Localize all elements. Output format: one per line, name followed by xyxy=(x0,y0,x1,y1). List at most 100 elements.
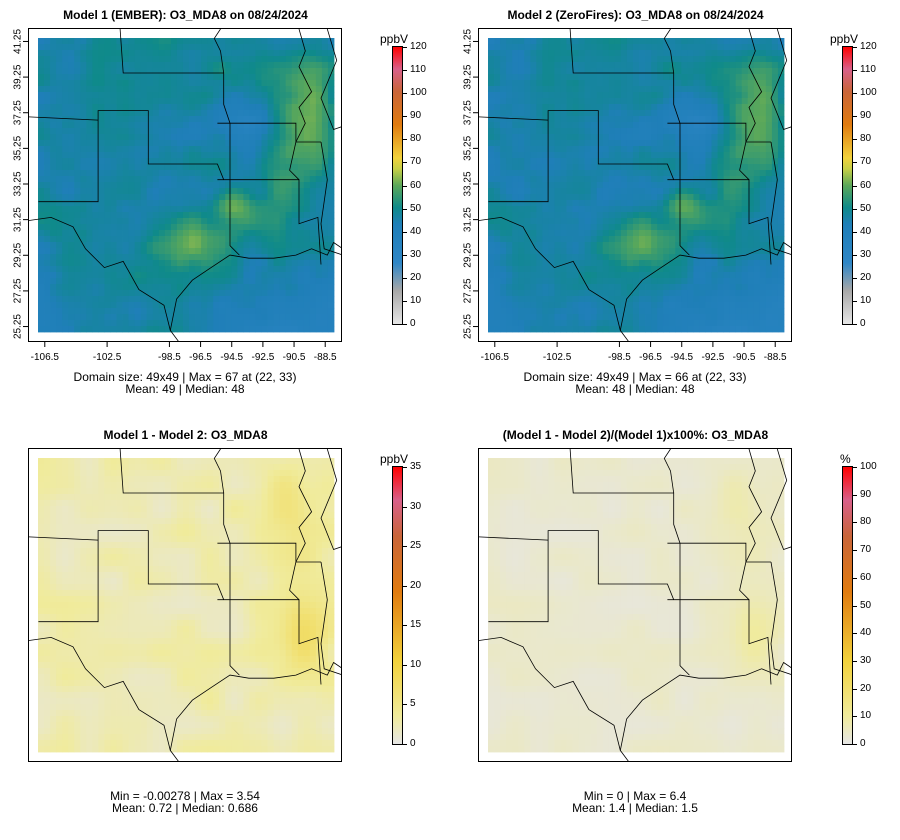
x-tick-label: -92.5 xyxy=(251,352,274,363)
heatmap-cell xyxy=(237,302,244,309)
heatmap-cell xyxy=(56,80,63,87)
heatmap-cell xyxy=(518,134,525,141)
heatmap-cell xyxy=(735,44,743,51)
heatmap-cell xyxy=(506,116,513,123)
heatmap-cell xyxy=(327,128,335,135)
heatmap-cell xyxy=(176,38,184,45)
heatmap-cell xyxy=(590,164,598,171)
heatmap-cell xyxy=(663,290,670,297)
heatmap-cell xyxy=(182,296,190,303)
heatmap-cell xyxy=(104,458,111,465)
heatmap-cell xyxy=(74,74,81,81)
heatmap-cell xyxy=(512,152,519,159)
heatmap-cell xyxy=(201,92,208,99)
heatmap-cell xyxy=(765,242,773,249)
heatmap-cell xyxy=(249,62,256,69)
heatmap-cell xyxy=(56,206,63,213)
heatmap-cell xyxy=(309,164,317,171)
heatmap-cell xyxy=(500,176,507,183)
heatmap-cell xyxy=(255,290,262,297)
heatmap-cell xyxy=(741,170,749,177)
heatmap-cell xyxy=(488,74,495,81)
heatmap-cell xyxy=(170,296,178,303)
heatmap-cell xyxy=(747,302,755,309)
heatmap-cell xyxy=(44,152,51,159)
heatmap-cell xyxy=(614,326,622,333)
heatmap-cell xyxy=(596,212,604,219)
heatmap-cell xyxy=(500,164,507,171)
heatmap-cell xyxy=(56,38,63,45)
heatmap-cell xyxy=(699,128,706,135)
heatmap-cell xyxy=(189,248,196,255)
heatmap-cell xyxy=(542,134,549,141)
heatmap-cell xyxy=(536,284,543,291)
heatmap-cell xyxy=(735,122,743,129)
heatmap-cell xyxy=(98,152,105,159)
heatmap-cell xyxy=(261,254,268,261)
heatmap-cell xyxy=(243,86,250,93)
heatmap-cell xyxy=(62,104,69,111)
heatmap-cell xyxy=(542,308,549,315)
heatmap-cell xyxy=(657,314,664,321)
heatmap-cell xyxy=(219,218,226,225)
heatmap-cell xyxy=(500,122,507,129)
heatmap-cell xyxy=(249,236,256,243)
heatmap-cell xyxy=(243,260,250,267)
heatmap-cell xyxy=(512,122,519,129)
heatmap-cell xyxy=(765,194,773,201)
heatmap-cell xyxy=(80,134,87,141)
heatmap-cell xyxy=(297,158,305,165)
heatmap-cell xyxy=(158,248,166,255)
heatmap-cell xyxy=(279,116,287,123)
heatmap-cell xyxy=(506,62,513,69)
heatmap-cell xyxy=(285,74,293,81)
heatmap-cell xyxy=(518,290,525,297)
heatmap-cell xyxy=(327,170,335,177)
heatmap-cell xyxy=(38,194,45,201)
heatmap-cell xyxy=(693,218,700,225)
heatmap-cell xyxy=(68,458,75,465)
heatmap-cell xyxy=(98,104,105,111)
heatmap-cell xyxy=(249,200,256,207)
heatmap-cell xyxy=(189,218,196,225)
heatmap-cell xyxy=(518,122,525,129)
heatmap-cell xyxy=(554,92,561,99)
heatmap-cell xyxy=(663,152,670,159)
heatmap-cell xyxy=(195,302,202,309)
heatmap-cell xyxy=(50,218,57,225)
heatmap-cell xyxy=(777,56,785,63)
heatmap-cell xyxy=(249,284,256,291)
heatmap-cell xyxy=(309,200,317,207)
heatmap-cell xyxy=(38,146,45,153)
heatmap-cell xyxy=(140,86,148,93)
heatmap-cell xyxy=(164,320,172,327)
heatmap-cell xyxy=(110,140,117,147)
heatmap-cell xyxy=(291,218,299,225)
heatmap-cell xyxy=(560,152,567,159)
colorbar-tick-mark xyxy=(853,116,857,118)
heatmap-cell xyxy=(632,116,640,123)
heatmap-cell xyxy=(494,164,501,171)
heatmap-cell xyxy=(92,68,99,75)
heatmap-cell xyxy=(687,128,694,135)
heatmap-cell xyxy=(303,134,311,141)
heatmap-cell xyxy=(44,242,51,249)
heatmap-cell xyxy=(273,104,281,111)
heatmap-cell xyxy=(584,260,592,267)
heatmap-cell xyxy=(560,188,567,195)
heatmap-cell xyxy=(62,158,69,165)
heatmap-cell xyxy=(267,110,274,117)
heatmap-cell xyxy=(152,230,160,237)
heatmap-cell xyxy=(116,50,123,57)
heatmap-cell xyxy=(98,122,105,129)
heatmap-cell xyxy=(759,296,767,303)
heatmap-cell xyxy=(711,122,718,129)
heatmap-cell xyxy=(74,176,81,183)
heatmap-cell xyxy=(759,308,767,315)
heatmap-cell xyxy=(735,62,743,69)
heatmap-cell xyxy=(620,182,628,189)
heatmap-cell xyxy=(303,164,311,171)
heatmap-cell xyxy=(80,266,87,273)
heatmap-cell xyxy=(771,206,779,213)
heatmap-cell xyxy=(506,320,513,327)
